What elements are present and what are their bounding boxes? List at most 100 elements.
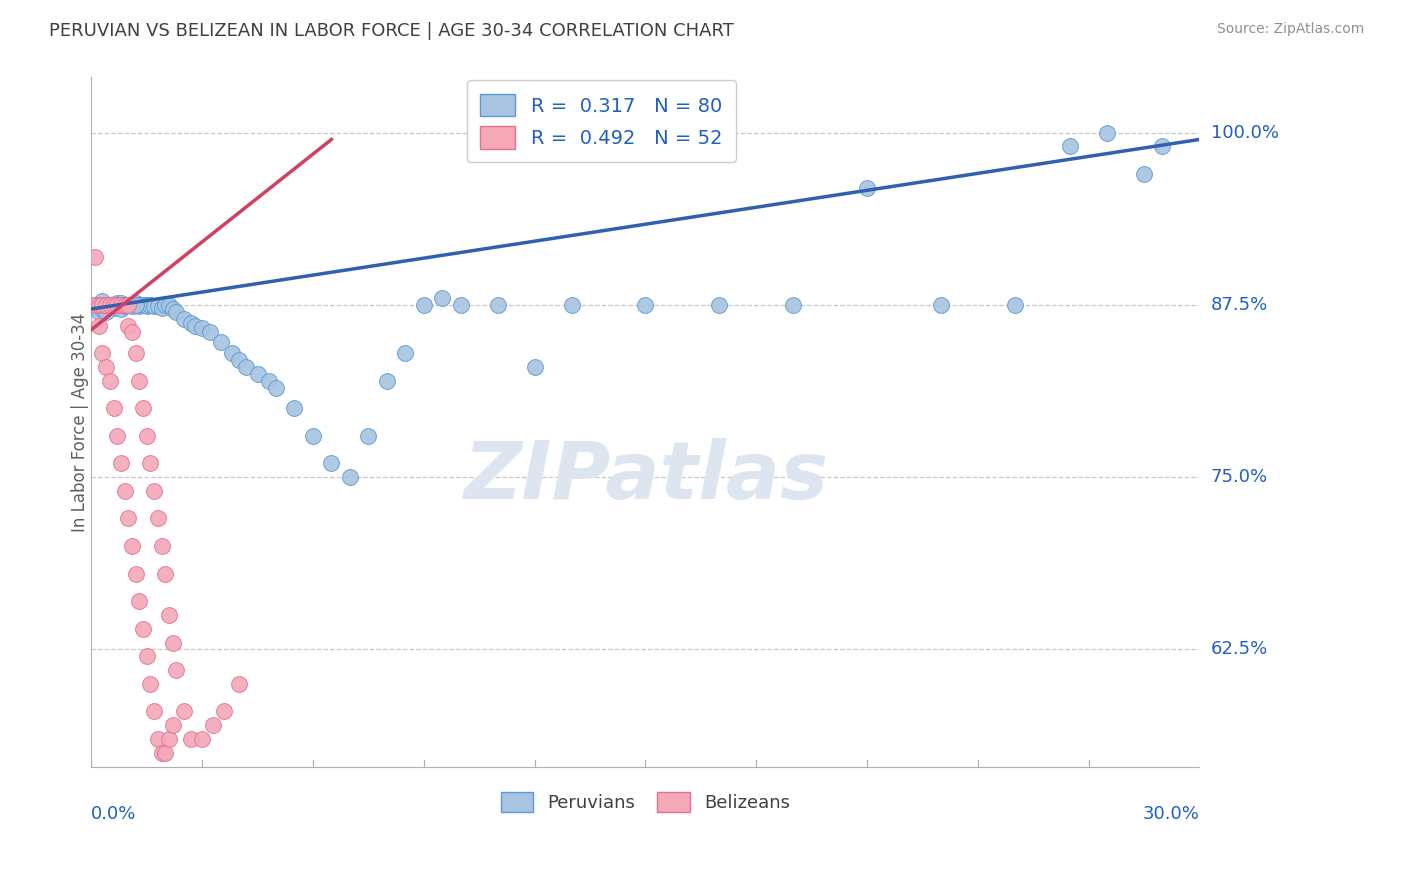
Point [110,298,132,312]
Point [103,401,125,416]
Point [184,318,207,333]
Point [191,321,214,335]
Point [139,677,162,691]
Point [180,316,202,330]
Point [257,374,280,388]
Point [87,304,110,318]
Point [339,470,361,484]
Point [94,359,117,374]
Point [394,346,416,360]
Point [202,718,225,732]
Point [105,296,128,310]
Point [128,594,150,608]
Point [103,301,125,315]
Point [91,298,114,312]
Point [105,299,128,313]
Point [198,326,221,340]
Point [221,346,243,360]
Point [117,298,139,312]
Point [91,346,114,360]
Point [173,311,195,326]
Point [139,456,162,470]
Point [214,705,236,719]
Point [709,298,731,312]
Point [929,298,952,312]
Point [121,299,143,313]
Point [146,299,169,313]
Point [235,359,257,374]
Point [856,180,879,194]
Point [228,677,250,691]
Point [246,367,269,381]
Point [264,380,287,394]
Point [357,429,380,443]
Y-axis label: In Labor Force | Age 30-34: In Labor Force | Age 30-34 [72,312,89,532]
Point [94,298,117,312]
Point [157,732,180,747]
Point [117,298,139,312]
Point [146,732,169,747]
Point [135,429,157,443]
Point [87,318,110,333]
Point [124,298,146,312]
Text: ZIPatlas: ZIPatlas [463,438,828,516]
Point [634,298,657,312]
Point [124,298,146,312]
Point [1133,167,1156,181]
Point [91,293,114,308]
Point [146,511,169,525]
Point [139,298,162,312]
Point [155,566,177,581]
Point [162,301,184,316]
Point [1095,126,1118,140]
Point [132,622,155,636]
Point [132,401,155,416]
Text: 87.5%: 87.5% [1211,296,1268,314]
Point [114,483,136,498]
Point [98,374,121,388]
Point [486,298,509,312]
Point [1152,139,1174,153]
Point [114,298,136,312]
Point [450,298,472,312]
Point [98,298,121,312]
Point [283,401,305,416]
Text: 30.0%: 30.0% [1143,805,1199,823]
Point [321,456,343,470]
Point [103,298,125,312]
Point [110,296,132,310]
Text: 100.0%: 100.0% [1211,124,1278,142]
Text: Source: ZipAtlas.com: Source: ZipAtlas.com [1216,22,1364,37]
Point [180,732,202,747]
Text: 0.0%: 0.0% [91,805,136,823]
Point [157,298,180,312]
Point [157,607,180,622]
Point [94,304,117,318]
Point [432,291,454,305]
Point [110,298,132,312]
Point [124,566,146,581]
Point [91,301,114,316]
Point [121,298,143,312]
Point [84,298,107,312]
Point [523,359,546,374]
Point [560,298,582,312]
Point [165,304,187,318]
Point [173,705,195,719]
Point [143,299,166,313]
Text: PERUVIAN VS BELIZEAN IN LABOR FORCE | AGE 30-34 CORRELATION CHART: PERUVIAN VS BELIZEAN IN LABOR FORCE | AG… [49,22,734,40]
Point [121,326,143,340]
Text: 75.0%: 75.0% [1211,468,1268,486]
Point [143,705,166,719]
Point [155,298,177,312]
Point [121,539,143,553]
Point [155,746,177,760]
Point [150,301,173,315]
Point [114,299,136,313]
Point [84,298,107,312]
Point [84,250,107,264]
Point [165,663,187,677]
Point [98,298,121,312]
Legend: Peruvians, Belizeans: Peruvians, Belizeans [494,784,797,820]
Point [1004,298,1026,312]
